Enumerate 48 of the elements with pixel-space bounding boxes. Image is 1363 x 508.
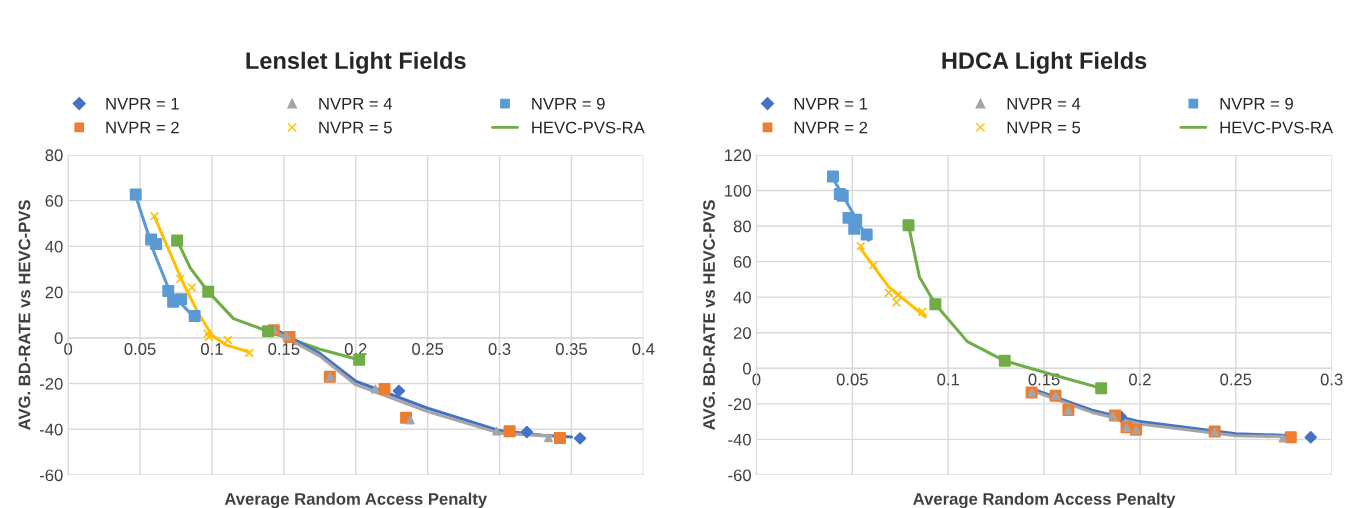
x-tick-label: 0.25	[1220, 373, 1252, 386]
x-axis-title: Average Random Access Penalty	[913, 492, 1176, 508]
y-axis-title: AVG. BD-RATE vs HEVC-PVS	[703, 200, 715, 430]
y-tick-label: 40	[45, 240, 63, 253]
x-tick-label: 0.1	[201, 343, 223, 355]
y-tick-label: 0	[54, 332, 63, 345]
x-tick-label: 0.4	[632, 343, 655, 355]
legend-label: NVPR = 2	[794, 121, 868, 134]
legend-label: HEVC-PVS-RA	[532, 121, 645, 134]
y-tick-label: -20	[39, 377, 63, 390]
x-tick-label: 0	[64, 343, 73, 355]
y-tick-label: 80	[733, 220, 751, 233]
x-tick-label: 0.35	[555, 343, 587, 355]
y-tick-label: 80	[45, 149, 63, 162]
y-tick-label: 60	[733, 256, 751, 268]
y-tick-label: 0	[742, 362, 751, 375]
legend-label: NVPR = 9	[1220, 97, 1293, 110]
y-tick-label: 20	[45, 286, 63, 299]
legend-label: NVPR = 1	[106, 97, 179, 110]
y-tick-label: -40	[39, 423, 63, 436]
y-tick-label: 100	[725, 184, 751, 197]
x-tick-label: 0.2	[1128, 373, 1151, 386]
chart-title: Lenslet Light Fields	[246, 51, 466, 74]
y-tick-label: -20	[728, 398, 751, 411]
x-tick-label: 0.25	[412, 343, 444, 355]
y-axis-title: AVG. BD-RATE vs HEVC-PVS	[18, 200, 31, 430]
y-tick-label: -60	[728, 469, 751, 482]
x-tick-label: 0.3	[488, 343, 511, 355]
legend-label: NVPR = 5	[319, 121, 392, 134]
y-tick-label: 120	[725, 149, 751, 162]
x-tick-label: 0.05	[836, 373, 868, 386]
x-axis-title: Average Random Access Penalty	[224, 492, 488, 508]
legend-label: HEVC-PVS-RA	[1220, 121, 1334, 134]
x-tick-label: 0.3	[1320, 373, 1343, 386]
y-tick-label: -60	[39, 469, 63, 482]
legend-label: NVPR = 1	[794, 97, 868, 110]
y-tick-label: -40	[728, 433, 751, 446]
legend-label: NVPR = 4	[319, 97, 393, 110]
x-tick-label: 0.1	[937, 373, 959, 386]
y-tick-label: 60	[45, 195, 63, 207]
y-tick-label: 20	[733, 327, 751, 339]
legend-label: NVPR = 2	[106, 121, 179, 134]
chart-title: HDCA Light Fields	[942, 51, 1147, 74]
legend-label: NVPR = 9	[532, 97, 605, 110]
legend-label: NVPR = 5	[1007, 121, 1081, 134]
y-tick-label: 40	[733, 291, 751, 304]
x-tick-label: 0.05	[124, 343, 156, 355]
legend-label: NVPR = 4	[1007, 97, 1081, 110]
